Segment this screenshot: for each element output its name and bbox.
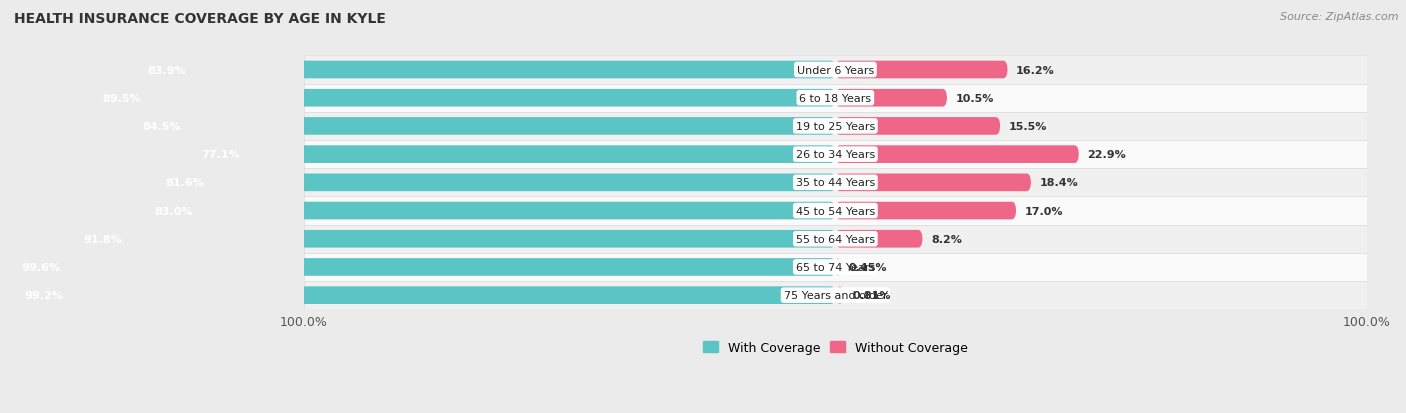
Text: 15.5%: 15.5% bbox=[1008, 121, 1047, 132]
FancyBboxPatch shape bbox=[835, 118, 1000, 135]
FancyBboxPatch shape bbox=[835, 90, 948, 107]
Text: 99.6%: 99.6% bbox=[21, 262, 60, 272]
FancyBboxPatch shape bbox=[0, 259, 835, 276]
Text: 35 to 44 Years: 35 to 44 Years bbox=[796, 178, 875, 188]
Text: 18.4%: 18.4% bbox=[1039, 178, 1078, 188]
Text: 83.9%: 83.9% bbox=[146, 65, 186, 75]
Text: 0.81%: 0.81% bbox=[852, 290, 891, 300]
FancyBboxPatch shape bbox=[0, 118, 835, 135]
Text: 0.45%: 0.45% bbox=[849, 262, 887, 272]
FancyBboxPatch shape bbox=[835, 259, 841, 276]
Text: 26 to 34 Years: 26 to 34 Years bbox=[796, 150, 875, 160]
Text: 75 Years and older: 75 Years and older bbox=[783, 290, 887, 300]
Text: 83.0%: 83.0% bbox=[155, 206, 193, 216]
FancyBboxPatch shape bbox=[835, 62, 1008, 79]
FancyBboxPatch shape bbox=[15, 146, 835, 164]
FancyBboxPatch shape bbox=[0, 90, 835, 107]
Text: 89.5%: 89.5% bbox=[103, 93, 141, 104]
FancyBboxPatch shape bbox=[304, 84, 1367, 113]
Text: 19 to 25 Years: 19 to 25 Years bbox=[796, 121, 875, 132]
Text: 91.8%: 91.8% bbox=[84, 234, 122, 244]
Text: 8.2%: 8.2% bbox=[931, 234, 962, 244]
Text: 55 to 64 Years: 55 to 64 Years bbox=[796, 234, 875, 244]
Text: 16.2%: 16.2% bbox=[1017, 65, 1054, 75]
FancyBboxPatch shape bbox=[0, 287, 835, 304]
FancyBboxPatch shape bbox=[304, 169, 1367, 197]
Text: 99.2%: 99.2% bbox=[25, 290, 63, 300]
FancyBboxPatch shape bbox=[835, 230, 922, 248]
Text: 22.9%: 22.9% bbox=[1087, 150, 1126, 160]
Text: 77.1%: 77.1% bbox=[201, 150, 240, 160]
Text: 17.0%: 17.0% bbox=[1025, 206, 1063, 216]
FancyBboxPatch shape bbox=[0, 174, 835, 192]
Text: 65 to 74 Years: 65 to 74 Years bbox=[796, 262, 875, 272]
FancyBboxPatch shape bbox=[0, 230, 835, 248]
FancyBboxPatch shape bbox=[835, 174, 1031, 192]
FancyBboxPatch shape bbox=[835, 146, 1078, 164]
Text: 84.5%: 84.5% bbox=[142, 121, 181, 132]
FancyBboxPatch shape bbox=[304, 141, 1367, 169]
Legend: With Coverage, Without Coverage: With Coverage, Without Coverage bbox=[697, 336, 973, 359]
FancyBboxPatch shape bbox=[304, 113, 1367, 141]
FancyBboxPatch shape bbox=[0, 202, 835, 220]
Text: HEALTH INSURANCE COVERAGE BY AGE IN KYLE: HEALTH INSURANCE COVERAGE BY AGE IN KYLE bbox=[14, 12, 385, 26]
FancyBboxPatch shape bbox=[304, 197, 1367, 225]
Text: Source: ZipAtlas.com: Source: ZipAtlas.com bbox=[1281, 12, 1399, 22]
FancyBboxPatch shape bbox=[304, 225, 1367, 253]
Text: 10.5%: 10.5% bbox=[956, 93, 994, 104]
Text: Under 6 Years: Under 6 Years bbox=[797, 65, 875, 75]
FancyBboxPatch shape bbox=[304, 281, 1367, 309]
FancyBboxPatch shape bbox=[304, 253, 1367, 281]
FancyBboxPatch shape bbox=[835, 202, 1017, 220]
Text: 6 to 18 Years: 6 to 18 Years bbox=[799, 93, 872, 104]
Text: 81.6%: 81.6% bbox=[165, 178, 204, 188]
FancyBboxPatch shape bbox=[0, 62, 835, 79]
FancyBboxPatch shape bbox=[304, 56, 1367, 84]
Text: 45 to 54 Years: 45 to 54 Years bbox=[796, 206, 875, 216]
FancyBboxPatch shape bbox=[835, 287, 844, 304]
